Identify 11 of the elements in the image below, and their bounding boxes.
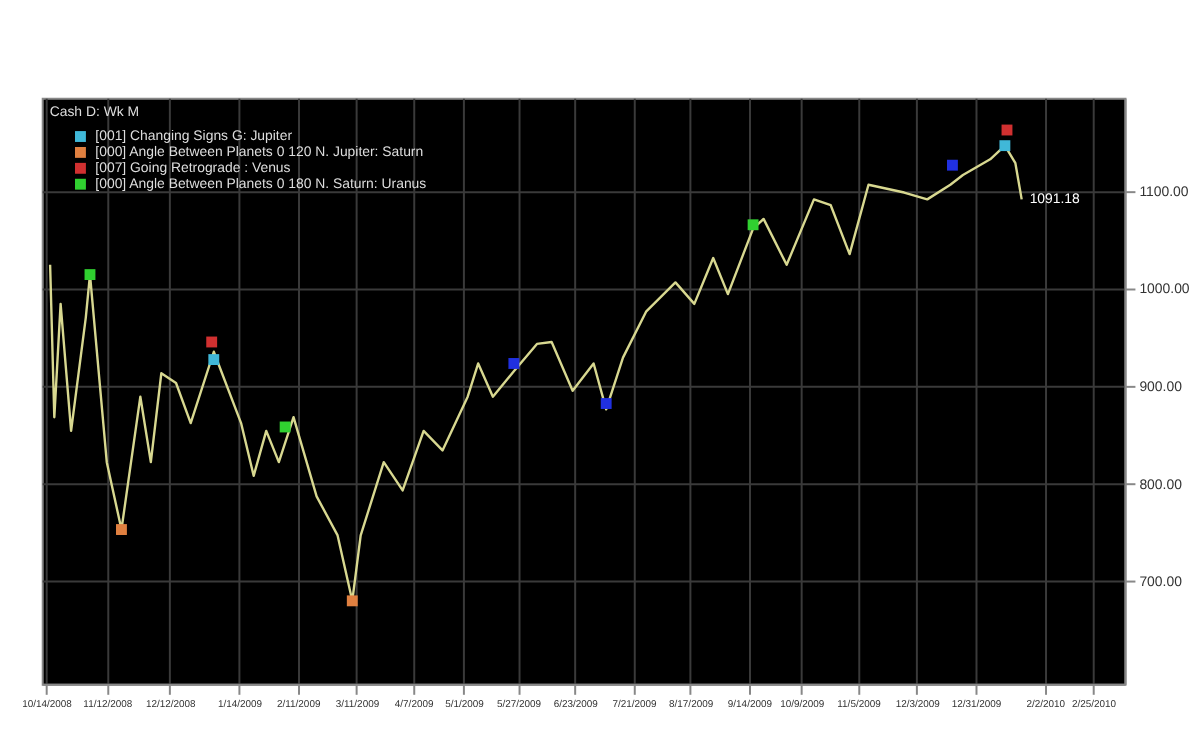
point	[206, 336, 218, 348]
point	[600, 398, 612, 409]
point	[747, 219, 759, 231]
point	[116, 524, 127, 535]
point	[208, 354, 220, 366]
point	[84, 269, 96, 281]
point	[999, 140, 1011, 152]
point	[946, 159, 958, 171]
point	[279, 421, 291, 433]
point	[508, 358, 520, 369]
point	[346, 595, 358, 607]
